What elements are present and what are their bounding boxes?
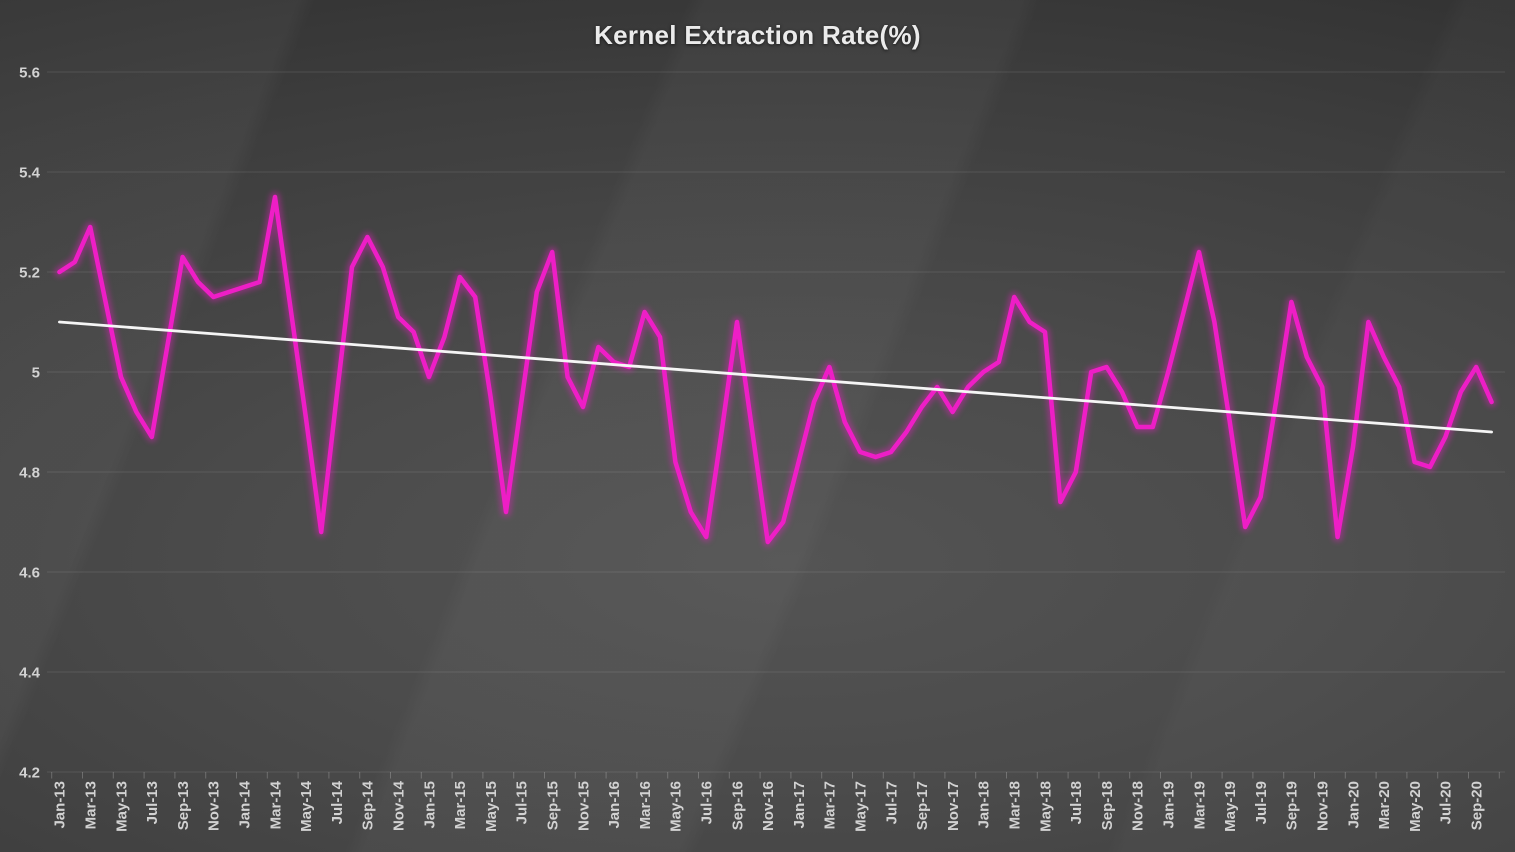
x-axis-label: Jul-14 bbox=[329, 780, 346, 824]
x-axis-label: Sep-20 bbox=[1468, 781, 1485, 830]
x-axis-label: Sep-13 bbox=[175, 781, 192, 830]
x-axis-label: Sep-16 bbox=[729, 781, 746, 830]
x-axis-label: Nov-18 bbox=[1130, 781, 1147, 831]
x-axis-label: Jan-16 bbox=[606, 781, 623, 829]
y-axis-label: 5.6 bbox=[19, 64, 40, 81]
x-axis-label: Nov-15 bbox=[575, 781, 592, 831]
y-axis-label: 4.4 bbox=[19, 664, 41, 681]
x-axis-label: Jan-13 bbox=[52, 781, 69, 829]
x-axis-label: May-17 bbox=[852, 781, 869, 832]
chart-title: Kernel Extraction Rate(%) bbox=[594, 20, 921, 50]
x-axis-label: Mar-17 bbox=[822, 781, 839, 829]
y-axis-label: 4.2 bbox=[19, 764, 40, 781]
y-axis-label: 4.6 bbox=[19, 564, 40, 581]
x-axis-label: Jul-20 bbox=[1438, 781, 1455, 824]
x-axis-label: Nov-16 bbox=[760, 781, 777, 831]
x-axis-label: Mar-15 bbox=[452, 781, 469, 829]
x-axis-label: Sep-17 bbox=[914, 781, 931, 830]
x-axis-label: Jan-17 bbox=[791, 781, 808, 829]
x-axis-label: May-14 bbox=[298, 780, 315, 832]
x-axis-label: Jul-19 bbox=[1253, 781, 1270, 824]
x-axis-label: Nov-19 bbox=[1314, 781, 1331, 831]
x-axis-label: Sep-18 bbox=[1099, 781, 1116, 830]
x-axis-label: Jan-15 bbox=[421, 781, 438, 829]
x-axis-label: Jul-17 bbox=[883, 781, 900, 824]
x-axis-label: May-16 bbox=[668, 781, 685, 832]
y-axis-label: 4.8 bbox=[19, 464, 40, 481]
x-axis-label: Jul-15 bbox=[514, 781, 531, 824]
series-line bbox=[57, 194, 1494, 545]
x-axis-label: Jul-16 bbox=[698, 781, 715, 824]
x-axis-label: May-18 bbox=[1037, 781, 1054, 832]
x-axis-label: Sep-19 bbox=[1284, 781, 1301, 830]
x-axis-label: Jan-14 bbox=[236, 780, 253, 828]
x-axis-label: Mar-19 bbox=[1191, 781, 1208, 829]
x-axis-label: Jan-18 bbox=[976, 781, 993, 829]
y-axis-label: 5 bbox=[32, 364, 40, 381]
x-axis-label: Mar-18 bbox=[1006, 781, 1023, 829]
x-axis-label: Jan-19 bbox=[1160, 781, 1177, 829]
x-axis-label: May-20 bbox=[1407, 781, 1424, 832]
x-axis-label: May-13 bbox=[113, 781, 130, 832]
y-axis-label: 5.4 bbox=[19, 164, 41, 181]
x-axis-label: Mar-14 bbox=[267, 780, 284, 829]
x-axis-label: Mar-16 bbox=[637, 781, 654, 829]
x-axis-label: May-15 bbox=[483, 781, 500, 832]
x-axis-label: Nov-13 bbox=[206, 781, 223, 831]
x-axis-label: Sep-15 bbox=[544, 781, 561, 830]
x-axis-label: Jan-20 bbox=[1345, 781, 1362, 829]
x-axis-label: Nov-17 bbox=[945, 781, 962, 831]
series-line-glow bbox=[54, 192, 1497, 547]
x-axis-label: Nov-14 bbox=[390, 780, 407, 831]
x-axis-label: Mar-13 bbox=[82, 781, 99, 829]
x-axis-label: Jul-18 bbox=[1068, 781, 1085, 824]
x-axis-label: May-19 bbox=[1222, 781, 1239, 832]
x-axis-label: Mar-20 bbox=[1376, 781, 1393, 829]
trendline bbox=[58, 320, 1493, 434]
x-axis-label: Sep-14 bbox=[360, 780, 377, 830]
x-axis-label: Jul-13 bbox=[144, 781, 161, 824]
y-axis-label: 5.2 bbox=[19, 264, 40, 281]
